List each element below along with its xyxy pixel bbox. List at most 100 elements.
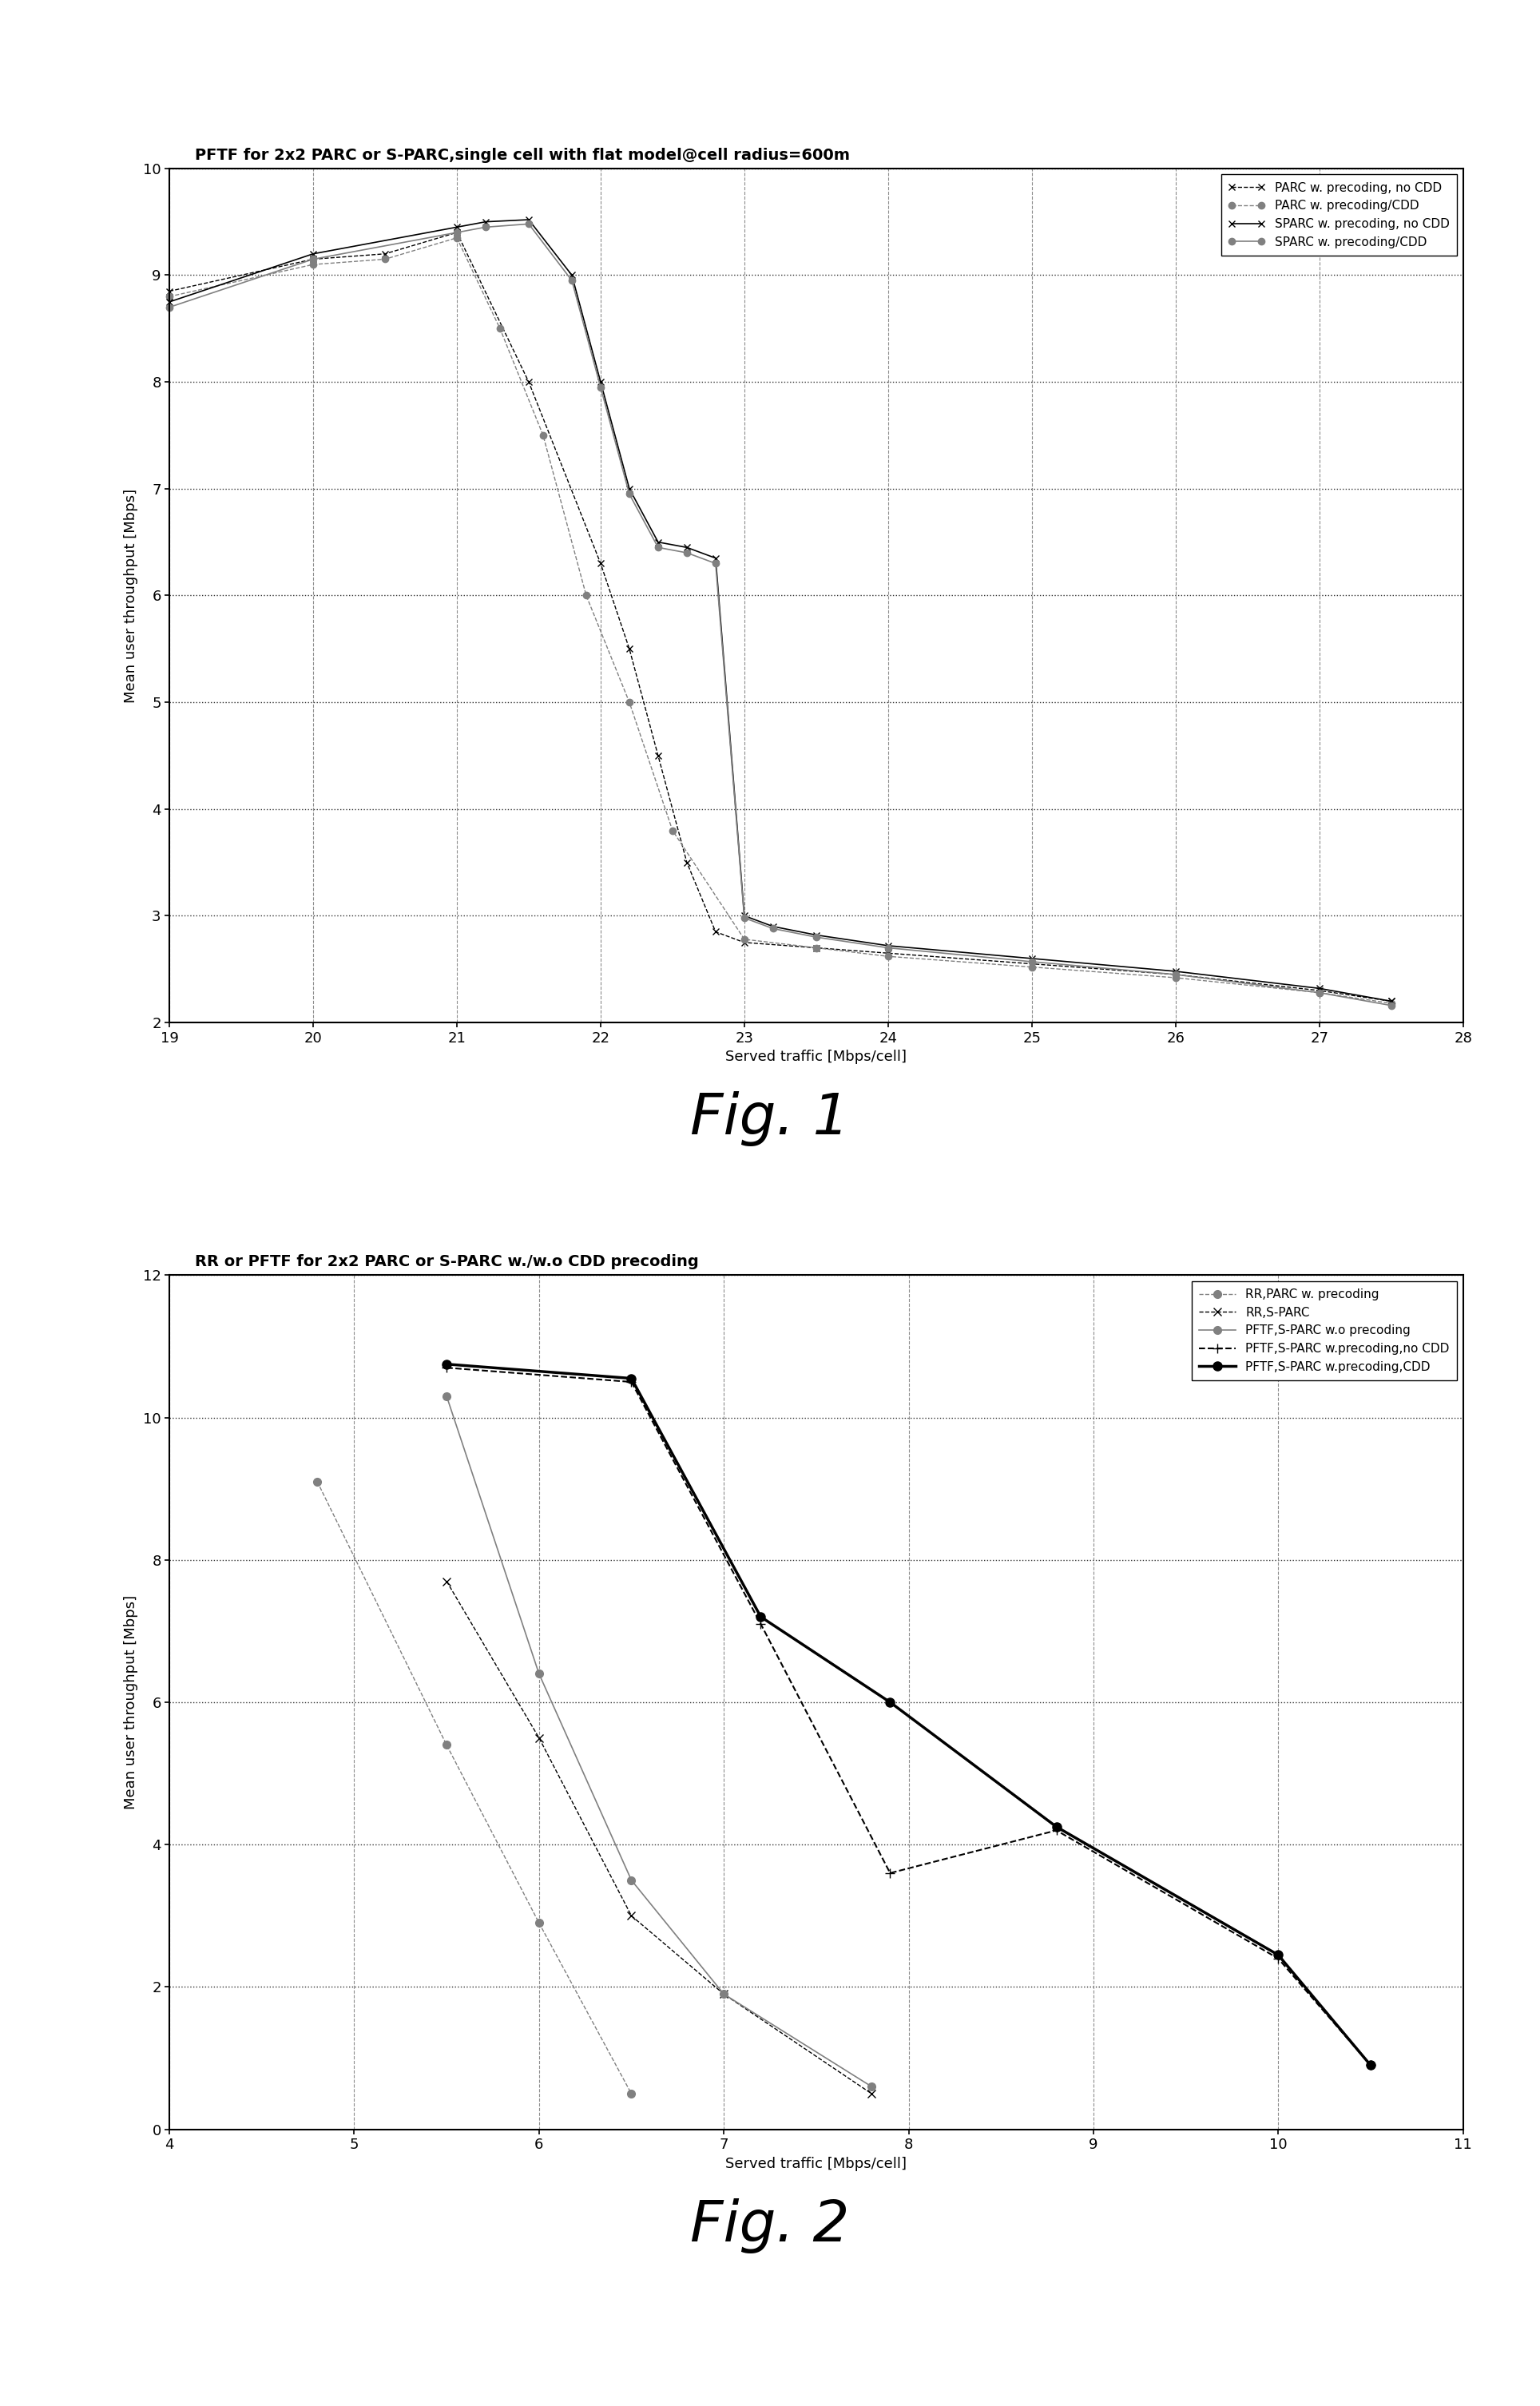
RR,PARC w. precoding [622, 2079, 641, 2108]
SPARC w. precoding, no CDD [807, 921, 825, 950]
PARC w. precoding, no CDD [376, 241, 394, 269]
SPARC w. precoding, no CDD [562, 260, 581, 289]
Line: RR,PARC w. precoding: RR,PARC w. precoding [313, 1477, 636, 2098]
Line: SPARC w. precoding/CDD: SPARC w. precoding/CDD [166, 221, 1394, 1008]
PFTF,S-PARC w.o precoding [530, 1660, 548, 1689]
SPARC w. precoding/CDD [678, 539, 696, 568]
SPARC w. precoding, no CDD [591, 368, 610, 397]
SPARC w. precoding/CDD [303, 245, 322, 274]
SPARC w. precoding, no CDD [1311, 974, 1329, 1003]
PARC w. precoding/CDD [303, 250, 322, 279]
Text: Fig. 1: Fig. 1 [690, 1092, 850, 1145]
SPARC w. precoding, no CDD [621, 474, 639, 503]
PFTF,S-PARC w.precoding,no CDD [881, 1860, 899, 1889]
SPARC w. precoding/CDD [764, 914, 782, 943]
PARC w. precoding/CDD [1023, 953, 1041, 982]
PARC w. precoding, no CDD [879, 938, 898, 967]
SPARC w. precoding, no CDD [764, 912, 782, 941]
PFTF,S-PARC w.precoding,CDD [437, 1350, 456, 1379]
Y-axis label: Mean user throughput [Mbps]: Mean user throughput [Mbps] [125, 488, 139, 703]
PFTF,S-PARC w.precoding,CDD [1047, 1812, 1066, 1841]
RR,S-PARC [622, 1901, 641, 1930]
SPARC w. precoding, no CDD [1381, 986, 1400, 1015]
SPARC w. precoding, no CDD [735, 902, 753, 931]
PARC w. precoding, no CDD [807, 934, 825, 962]
PFTF,S-PARC w.o precoding [862, 2072, 881, 2100]
PARC w. precoding/CDD [448, 224, 467, 253]
PFTF,S-PARC w.precoding,no CDD [1361, 2050, 1380, 2079]
PARC w. precoding/CDD [879, 941, 898, 970]
PARC w. precoding, no CDD [707, 917, 725, 946]
Line: PARC w. precoding, no CDD: PARC w. precoding, no CDD [166, 229, 1394, 1006]
PARC w. precoding/CDD [621, 688, 639, 717]
Y-axis label: Mean user throughput [Mbps]: Mean user throughput [Mbps] [125, 1595, 139, 1809]
PARC w. precoding/CDD [735, 924, 753, 953]
RR,S-PARC [530, 1723, 548, 1752]
PFTF,S-PARC w.precoding,CDD [622, 1364, 641, 1393]
Line: PFTF,S-PARC w.precoding,no CDD: PFTF,S-PARC w.precoding,no CDD [442, 1362, 1375, 2069]
SPARC w. precoding/CDD [621, 479, 639, 508]
PARC w. precoding, no CDD [1023, 950, 1041, 979]
Legend: PARC w. precoding, no CDD, PARC w. precoding/CDD, SPARC w. precoding, no CDD, SP: PARC w. precoding, no CDD, PARC w. preco… [1221, 176, 1457, 255]
SPARC w. precoding/CDD [648, 534, 667, 563]
SPARC w. precoding, no CDD [707, 544, 725, 573]
PFTF,S-PARC w.precoding,CDD [1269, 1942, 1287, 1971]
SPARC w. precoding, no CDD [476, 207, 494, 236]
PARC w. precoding/CDD [807, 934, 825, 962]
SPARC w. precoding, no CDD [1023, 943, 1041, 972]
SPARC w. precoding/CDD [735, 905, 753, 934]
SPARC w. precoding/CDD [1023, 948, 1041, 977]
SPARC w. precoding, no CDD [879, 931, 898, 960]
SPARC w. precoding/CDD [562, 267, 581, 296]
SPARC w. precoding/CDD [591, 373, 610, 402]
Line: RR,S-PARC: RR,S-PARC [442, 1578, 876, 2098]
PARC w. precoding, no CDD [303, 245, 322, 274]
SPARC w. precoding, no CDD [160, 286, 179, 315]
RR,PARC w. precoding [530, 1908, 548, 1937]
PARC w. precoding, no CDD [1311, 977, 1329, 1006]
SPARC w. precoding/CDD [476, 212, 494, 241]
PFTF,S-PARC w.o precoding [622, 1865, 641, 1894]
PARC w. precoding, no CDD [591, 549, 610, 577]
PARC w. precoding/CDD [1381, 989, 1400, 1018]
PARC w. precoding, no CDD [448, 219, 467, 248]
PFTF,S-PARC w.precoding,no CDD [437, 1352, 456, 1381]
RR,PARC w. precoding [308, 1468, 326, 1497]
RR,S-PARC [437, 1566, 456, 1595]
PARC w. precoding, no CDD [735, 929, 753, 958]
PARC w. precoding/CDD [1166, 962, 1184, 991]
SPARC w. precoding/CDD [707, 549, 725, 577]
PARC w. precoding, no CDD [648, 741, 667, 770]
Line: PFTF,S-PARC w.precoding,CDD: PFTF,S-PARC w.precoding,CDD [442, 1359, 1375, 2069]
SPARC w. precoding/CDD [160, 294, 179, 322]
PARC w. precoding/CDD [534, 421, 553, 450]
SPARC w. precoding/CDD [1381, 991, 1400, 1020]
X-axis label: Served traffic [Mbps/cell]: Served traffic [Mbps/cell] [725, 1049, 907, 1063]
Text: PFTF for 2x2 PARC or S-PARC,single cell with flat model@cell radius=600m: PFTF for 2x2 PARC or S-PARC,single cell … [196, 147, 850, 164]
SPARC w. precoding, no CDD [303, 241, 322, 269]
Line: PARC w. precoding/CDD: PARC w. precoding/CDD [166, 233, 1394, 1006]
SPARC w. precoding/CDD [448, 219, 467, 248]
PARC w. precoding, no CDD [1166, 960, 1184, 989]
PARC w. precoding/CDD [376, 245, 394, 274]
Line: PFTF,S-PARC w.o precoding: PFTF,S-PARC w.o precoding [442, 1393, 876, 2091]
SPARC w. precoding/CDD [1166, 960, 1184, 989]
Line: SPARC w. precoding, no CDD: SPARC w. precoding, no CDD [166, 217, 1394, 1006]
PFTF,S-PARC w.precoding,no CDD [622, 1367, 641, 1395]
PFTF,S-PARC w.precoding,no CDD [1047, 1817, 1066, 1845]
PFTF,S-PARC w.precoding,CDD [752, 1602, 770, 1631]
PFTF,S-PARC w.precoding,no CDD [752, 1610, 770, 1638]
RR,S-PARC [715, 1980, 733, 2009]
PFTF,S-PARC w.o precoding [437, 1381, 456, 1410]
SPARC w. precoding, no CDD [648, 527, 667, 556]
RR,S-PARC [862, 2079, 881, 2108]
Text: Fig. 2: Fig. 2 [690, 2199, 850, 2252]
SPARC w. precoding/CDD [807, 924, 825, 953]
PARC w. precoding/CDD [664, 816, 682, 845]
SPARC w. precoding/CDD [1311, 979, 1329, 1008]
Text: RR or PFTF for 2x2 PARC or S-PARC w./w.o CDD precoding: RR or PFTF for 2x2 PARC or S-PARC w./w.o… [196, 1254, 699, 1270]
PARC w. precoding, no CDD [519, 368, 537, 397]
SPARC w. precoding/CDD [879, 934, 898, 962]
SPARC w. precoding, no CDD [519, 205, 537, 233]
PFTF,S-PARC w.o precoding [715, 1980, 733, 2009]
